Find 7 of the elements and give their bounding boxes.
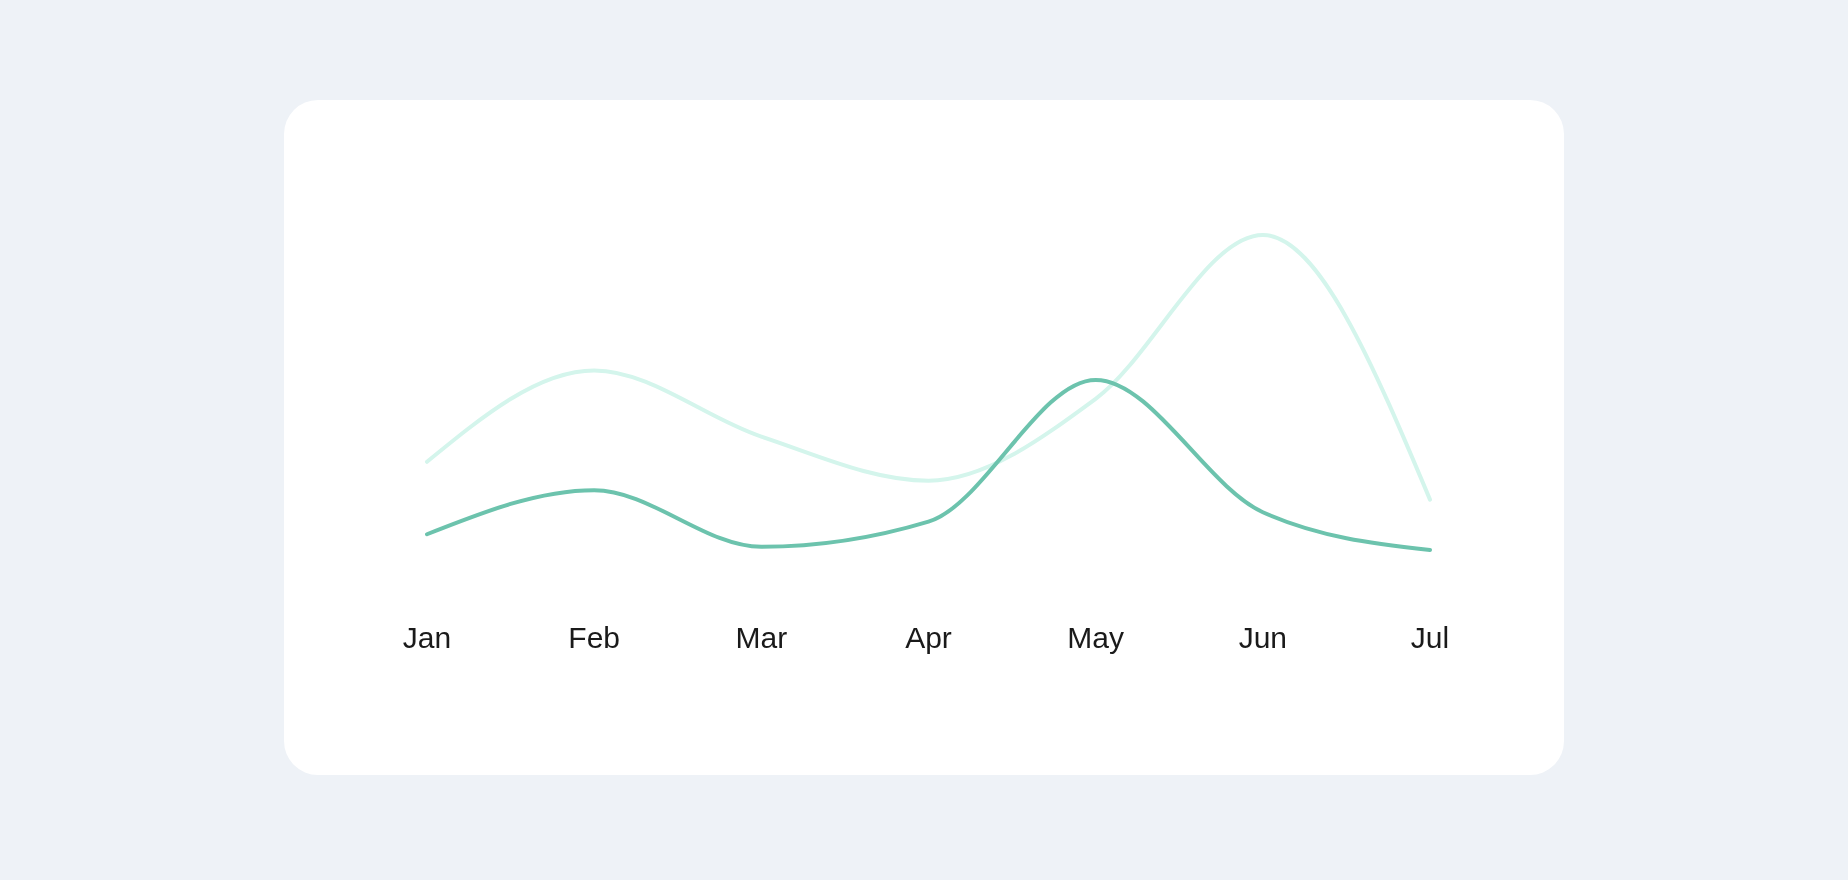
x-tick-label: May (1067, 621, 1125, 654)
x-tick-label: Jan (402, 621, 452, 654)
x-tick-label: Jul (1410, 621, 1450, 654)
x-tick-label: Apr (905, 621, 952, 654)
x-tick-label: Mar (735, 621, 788, 654)
x-tick-label: Feb (568, 621, 621, 654)
x-tick-label: Jun (1238, 621, 1288, 654)
